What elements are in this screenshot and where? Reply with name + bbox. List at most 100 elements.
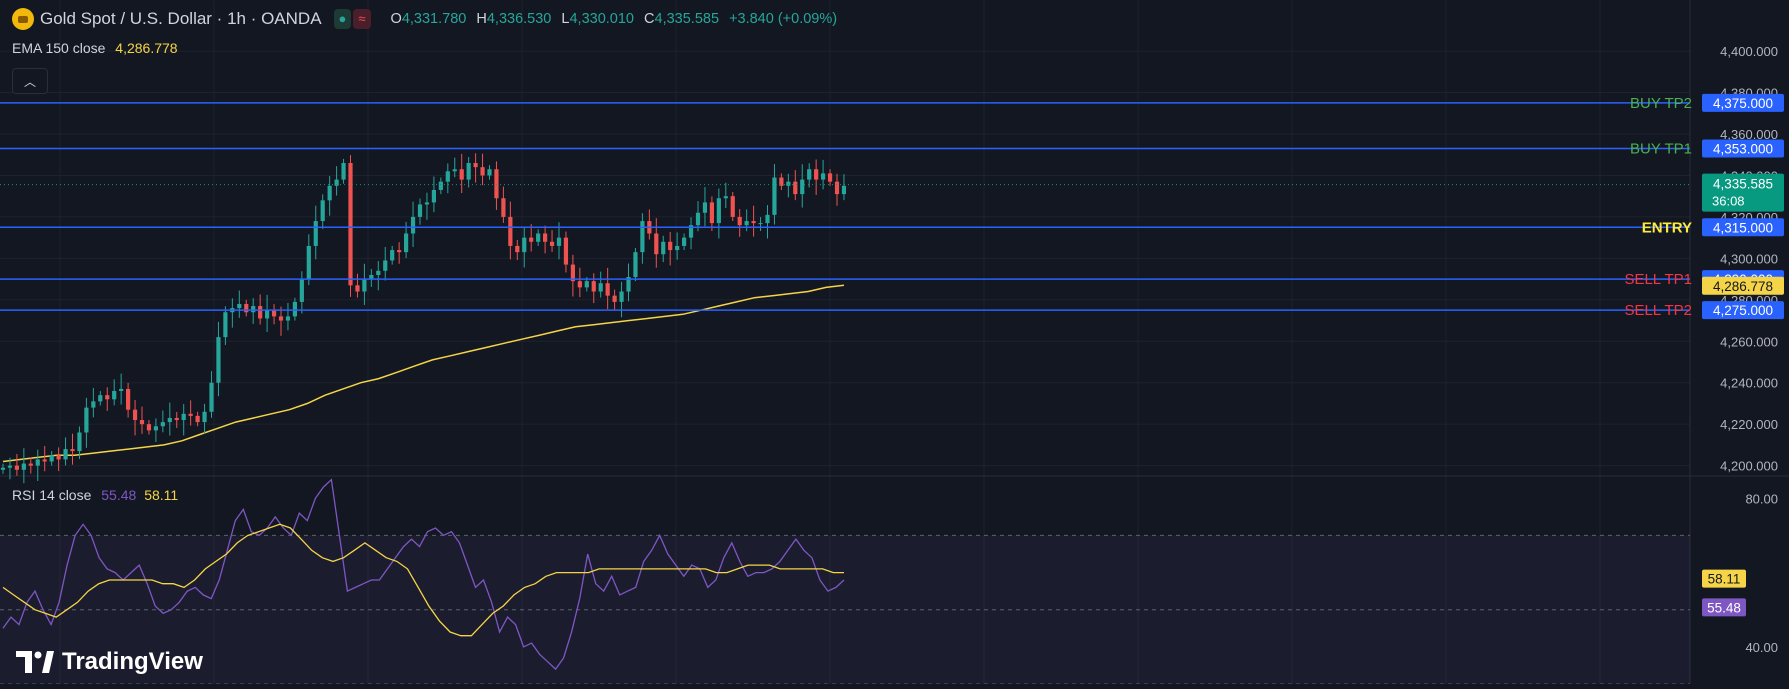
last-price-tag — [1702, 173, 1784, 212]
candle-body — [779, 177, 784, 186]
candle-body — [417, 204, 423, 217]
candle-body — [807, 169, 812, 180]
candle-body — [431, 189, 436, 203]
candle-body — [682, 237, 687, 246]
candle-body — [793, 181, 798, 195]
level-price-tag — [1702, 139, 1784, 158]
level-label: BUY TP2 — [1630, 95, 1692, 112]
chevron-up-icon: ︿ — [23, 74, 36, 89]
candle-body — [139, 420, 145, 425]
candle-body — [174, 417, 179, 421]
candle-body — [49, 455, 54, 462]
candle-body — [35, 459, 40, 466]
wave-icon[interactable]: ≈ — [353, 9, 371, 29]
candle-body — [786, 181, 791, 186]
rsi-band-background — [0, 535, 1690, 684]
rsi-axis-tick-label: 40.00 — [1745, 640, 1778, 655]
tradingview-logo[interactable]: TradingView — [16, 648, 203, 676]
candle-body — [119, 388, 124, 392]
candle-body — [77, 432, 82, 452]
candle-body — [445, 171, 450, 182]
rsi-legend-value: 55.48 — [101, 487, 137, 503]
candle-body — [661, 241, 666, 255]
rsi-tag — [1702, 598, 1746, 617]
candle-body — [91, 401, 96, 408]
candle-body — [355, 285, 360, 292]
rsi-axis-tick-label: 80.00 — [1745, 491, 1778, 506]
collapse-legend-button[interactable]: ︿ — [12, 68, 48, 94]
candle-body — [251, 306, 256, 313]
candle-body — [751, 221, 756, 224]
candle-body — [14, 465, 19, 470]
candle-body — [598, 283, 603, 292]
level-label: SELL TP2 — [1624, 302, 1692, 319]
countdown-text: 36:08 — [1712, 194, 1745, 209]
level-price-tag-text: 4,375.000 — [1713, 96, 1773, 111]
ema-price-tag — [1702, 276, 1784, 295]
candle-body — [584, 281, 589, 288]
rsi-tag-text: 55.48 — [1707, 600, 1741, 615]
gold-coin-icon — [12, 8, 34, 30]
rsi-legend[interactable]: RSI 14 close 55.48 58.11 — [12, 487, 178, 503]
price-axis-tick-label: 4,400.000 — [1720, 44, 1778, 59]
candle-body — [834, 181, 840, 195]
candle-body — [522, 237, 527, 253]
candle-body — [188, 413, 193, 416]
candle-body — [292, 301, 297, 317]
candle-body — [42, 459, 47, 462]
candle-body — [258, 306, 263, 319]
change-value: +3.840 (+0.09%) — [729, 11, 838, 27]
candle-body — [515, 245, 520, 253]
candle-body — [605, 283, 610, 296]
rsi-legend-label: RSI 14 close — [12, 487, 92, 503]
ema-legend-value: 4,286.778 — [115, 40, 178, 56]
level-price-tag-text: 4,353.000 — [1713, 142, 1773, 157]
candle-body — [772, 177, 777, 215]
candle-body — [626, 277, 631, 292]
candle-body — [348, 163, 353, 286]
candle-body — [84, 407, 89, 433]
level-label: BUY TP1 — [1630, 141, 1692, 158]
candle-body — [702, 202, 708, 213]
candle-body — [675, 245, 680, 251]
candle-body — [383, 260, 388, 271]
candle-body — [744, 221, 749, 226]
candle-body — [271, 310, 277, 317]
candle-body — [563, 237, 569, 265]
candle-body — [841, 185, 847, 195]
candle-body — [216, 337, 221, 383]
candle-body — [695, 212, 701, 226]
candle-body — [737, 216, 742, 226]
candle-body — [577, 281, 582, 288]
market-open-dot-icon[interactable]: ● — [333, 9, 352, 29]
candle-body — [181, 413, 186, 421]
candle-body — [327, 185, 332, 201]
candle-body — [306, 245, 311, 280]
candle-body — [237, 303, 242, 309]
candle-body — [341, 163, 346, 180]
candle-body — [612, 295, 617, 302]
symbol-title[interactable]: Gold Spot / U.S. Dollar · 1h · OANDA — [40, 9, 322, 28]
candle-body — [570, 264, 575, 282]
candle-body — [369, 274, 374, 280]
status-pills[interactable]: ● ≈ — [333, 9, 371, 29]
level-label: SELL TP1 — [1624, 271, 1692, 288]
level-label: ENTRY — [1642, 219, 1692, 236]
ema-legend[interactable]: EMA 150 close 4,286.778 — [12, 40, 178, 56]
candle-body — [549, 241, 555, 246]
price-axis-tick-label: 4,240.000 — [1720, 376, 1778, 391]
ohlc-readout: O4,331.780 H4,336.530 L4,330.010 C4,335.… — [390, 11, 838, 27]
candle-body — [640, 221, 645, 253]
candle-body — [376, 270, 381, 275]
candle-body — [313, 221, 318, 246]
candle-body — [800, 179, 805, 195]
candle-body — [244, 303, 249, 313]
candle-body — [633, 252, 638, 278]
price-axis-tick-label: 4,200.000 — [1720, 459, 1778, 474]
candle-body — [223, 312, 228, 338]
level-price-tag — [1702, 218, 1784, 237]
candle-body — [334, 179, 339, 186]
candle-body — [591, 281, 596, 292]
